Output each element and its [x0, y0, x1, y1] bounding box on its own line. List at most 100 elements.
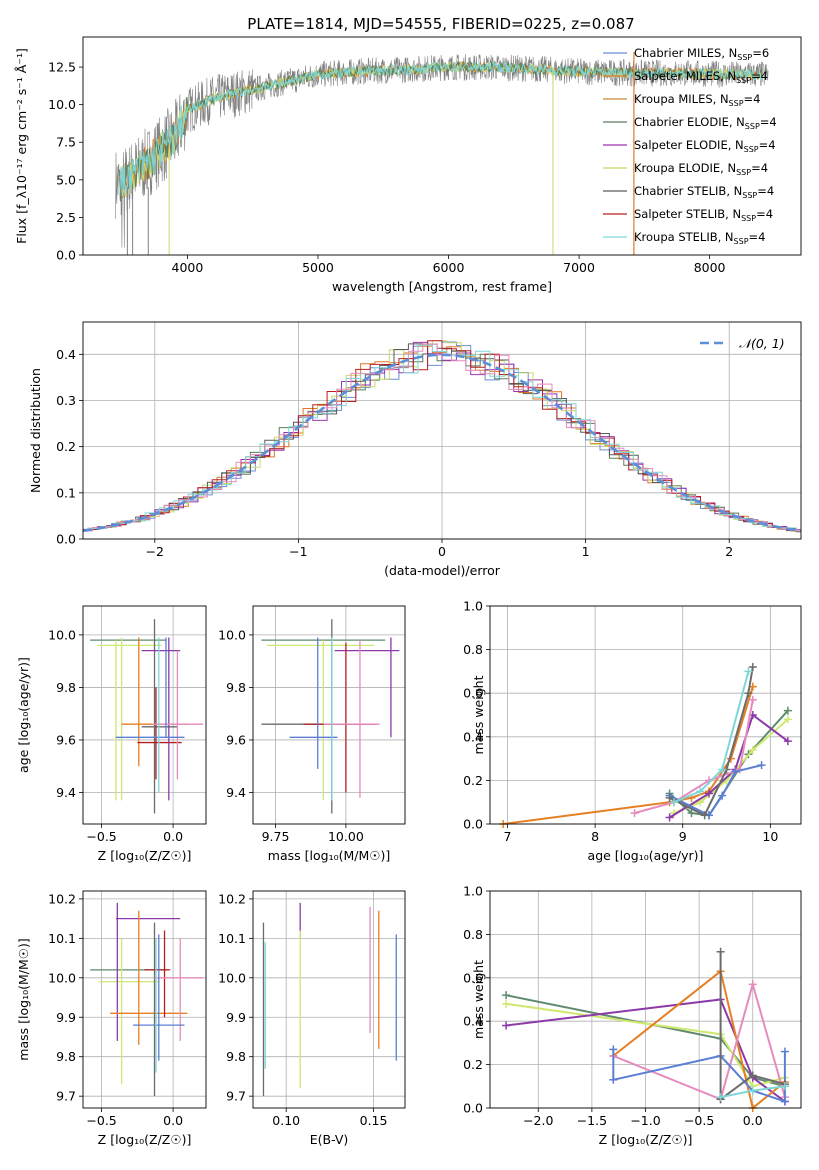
y-tick-label: 0.2: [463, 1057, 483, 1072]
y-tick-label: 9.8: [226, 1049, 246, 1064]
weight_vs_Z-panel: −2.0 −1.5 −1.0 −0.5 0.0 0.0 0.2 0.4 0.6 0.8 1.0 Z […: [463, 884, 802, 1147]
y-axis-label: mass [log₁₀(M/M☉)]: [16, 938, 31, 1060]
y-tick-label: 10.0: [48, 97, 76, 112]
mass-weight-line: [612, 980, 786, 1101]
x-tick-label: 9: [679, 829, 687, 844]
x-tick-label: −0.5: [86, 829, 116, 844]
y-tick-label: 10.0: [48, 970, 76, 985]
y-axis-label: Flux [f_λ10⁻¹⁷ erg cm⁻² s⁻¹ Å⁻¹]: [14, 48, 29, 244]
x-tick-label: 5000: [302, 260, 334, 275]
x-tick-label: 9.75: [262, 829, 290, 844]
y-tick-label: 10.0: [218, 970, 246, 985]
axes-frame: [82, 321, 802, 540]
y-tick-label: 0.0: [463, 1101, 483, 1116]
age_vs_Z-panel: −0.5 0.0 9.4 9.6 9.8 10.0 Z [log₁₀(Z/Z☉)] age […: [16, 605, 207, 863]
y-axis-label: mass weight: [471, 675, 486, 754]
legend-entry-label: Kroupa ELODIE, NSSP=4: [634, 161, 768, 177]
y-axis-label: Normed distribution: [28, 368, 43, 493]
y-tick-label: 0.4: [463, 729, 483, 744]
x-tick-label: −1.5: [577, 1113, 607, 1128]
y-tick-label: 0.2: [463, 773, 483, 788]
y-tick-label: 0.8: [463, 642, 483, 657]
y-tick-label: 12.5: [48, 60, 76, 75]
mass-weight-line: [673, 671, 750, 804]
y-tick-label: 5.0: [56, 172, 76, 187]
axes-frame: [489, 890, 802, 1109]
y-tick-label: 9.9: [56, 1010, 76, 1025]
x-tick-label: 0.0: [743, 1113, 763, 1128]
age_vs_mass-panel: 9.75 10.00 9.4 9.6 9.8 10.0 mass [log₁₀(M/M☉)]: [218, 605, 406, 863]
x-tick-label: −2: [146, 544, 164, 559]
x-tick-label: 2: [725, 544, 733, 559]
x-tick-label: 0: [438, 544, 446, 559]
y-tick-label: 0.4: [56, 347, 76, 362]
y-tick-label: 0.6: [463, 686, 483, 701]
y-tick-label: 9.6: [56, 732, 76, 747]
x-axis-label: wavelength [Angstrom, rest frame]: [332, 279, 552, 294]
x-tick-label: 0.15: [360, 1113, 388, 1128]
x-tick-label: 1: [582, 544, 590, 559]
x-axis-label: E(B-V): [310, 1132, 349, 1147]
y-tick-label: 9.9: [226, 1010, 246, 1025]
x-tick-label: 7000: [563, 260, 595, 275]
figure-title: PLATE=1814, MJD=54555, FIBERID=0225, z=0…: [247, 15, 634, 33]
x-axis-label: age [log₁₀(age/yr)]: [588, 848, 704, 863]
model-spectrum-line: [119, 61, 763, 197]
x-tick-label: 10: [762, 829, 778, 844]
mass_vs_ebv-panel: 0.10 0.15 9.7 9.8 9.9 10.0 10.1 10.2 E(B-V): [218, 890, 406, 1147]
x-tick-label: 7: [504, 829, 512, 844]
x-axis-label: Z [log₁₀(Z/Z☉)]: [98, 848, 192, 863]
y-tick-label: 9.7: [56, 1089, 76, 1104]
x-tick-label: −2.0: [523, 1113, 553, 1128]
y-tick-label: 9.4: [226, 785, 246, 800]
x-tick-label: −0.5: [86, 1113, 116, 1128]
legend-entry-label: Salpeter ELODIE, NSSP=4: [634, 138, 776, 154]
legend-entry-label: 𝒩(0, 1): [739, 336, 785, 351]
x-tick-label: 6000: [433, 260, 465, 275]
y-tick-label: 2.5: [56, 210, 76, 225]
x-tick-label: 10.00: [328, 829, 364, 844]
y-tick-label: 9.6: [226, 732, 246, 747]
legend-entry-label: Chabrier MILES, NSSP=6: [634, 46, 769, 62]
mass_vs_Z-panel: −0.5 0.0 9.7 9.8 9.9 10.0 10.1 10.2 Z [log₁₀(Z/Z…: [16, 890, 207, 1147]
y-tick-label: 10.1: [218, 931, 246, 946]
y-tick-label: 9.7: [226, 1089, 246, 1104]
y-tick-label: 10.0: [218, 627, 246, 642]
x-tick-label: 0.0: [163, 1113, 183, 1128]
y-tick-label: 1.0: [463, 599, 483, 614]
x-axis-label: Z [log₁₀(Z/Z☉)]: [599, 1132, 693, 1147]
y-tick-label: 0.4: [463, 1014, 483, 1029]
weight_vs_age-panel: 7 8 9 10 0.0 0.2 0.4 0.6 0.8 1.0 age [log₁₀(age/yr…: [463, 599, 802, 863]
axes-frame: [252, 605, 406, 825]
mass-weight-line: [505, 1002, 786, 1088]
mass-weight-line: [719, 951, 786, 1102]
y-tick-label: 10.2: [48, 891, 76, 906]
legend-entry-label: Chabrier STELIB, NSSP=4: [634, 184, 774, 200]
legend-entry-label: Chabrier ELODIE, NSSP=4: [634, 115, 777, 131]
y-tick-label: 0.0: [463, 817, 483, 832]
y-tick-label: 0.1: [56, 485, 76, 500]
y-tick-label: 10.1: [48, 931, 76, 946]
y-tick-label: 0.6: [463, 970, 483, 985]
axes-frame: [252, 890, 406, 1109]
x-tick-label: 8: [591, 829, 599, 844]
y-tick-label: 9.8: [56, 1049, 76, 1064]
x-tick-label: 0.0: [163, 829, 183, 844]
spectrum-panel: 4000 5000 6000 7000 8000 0.0 2.5 5.0 7.5 10.0 12.5…: [14, 36, 802, 294]
mass-weight-line: [612, 1049, 786, 1103]
y-tick-label: 9.8: [226, 680, 246, 695]
y-tick-label: 0.2: [56, 439, 76, 454]
x-tick-label: 0.10: [272, 1113, 300, 1128]
y-tick-label: 10.2: [218, 891, 246, 906]
x-tick-label: −1.0: [630, 1113, 660, 1128]
x-axis-label: mass [log₁₀(M/M☉)]: [268, 848, 390, 863]
x-axis-label: Z [log₁₀(Z/Z☉)]: [98, 1132, 192, 1147]
x-tick-label: −0.5: [684, 1113, 714, 1128]
residuals-panel: −2 −1 0 1 2 0.0 0.1 0.2 0.3 0.4 (data-model)/error…: [28, 321, 802, 578]
y-tick-label: 7.5: [56, 135, 76, 150]
y-tick-label: 10.0: [48, 627, 76, 642]
y-tick-label: 0.3: [56, 393, 76, 408]
y-tick-label: 0.8: [463, 927, 483, 942]
y-tick-label: 1.0: [463, 884, 483, 899]
